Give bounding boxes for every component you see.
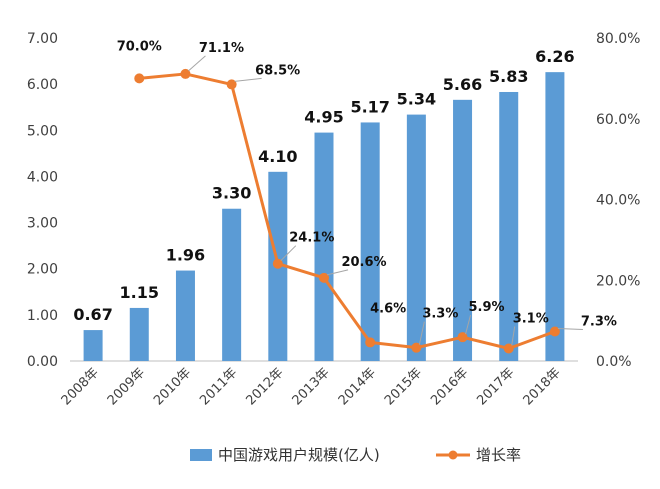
bar-value-label: 1.96 [166,246,205,265]
legend-line-label: 增长率 [476,446,521,464]
bar [175,270,195,361]
x-tick-label: 2011年 [197,365,240,408]
bar-value-label: 4.10 [258,147,297,166]
bar [406,114,426,362]
bar-value-label: 6.26 [535,47,574,66]
bar-value-label: 0.67 [73,305,112,324]
growth-rate-point [134,73,145,84]
y-left-tick-label: 5.00 [27,123,58,139]
rate-value-label: 24.1% [289,231,334,246]
legend-line-marker [448,450,458,460]
x-tick-label: 2014年 [336,365,379,408]
bar [499,91,519,361]
bar-value-label: 3.30 [212,184,251,203]
bar-value-label: 5.66 [443,75,482,94]
x-tick-label: 2013年 [290,365,333,408]
rate-value-label: 5.9% [469,300,505,315]
x-tick-label: 2015年 [382,365,425,408]
growth-rate-point [365,337,376,348]
bar [222,208,242,361]
bar-value-label: 4.95 [304,108,343,127]
rate-label-leader [465,315,472,335]
y-right-tick-label: 60.0% [596,112,640,128]
bar-value-label: 5.83 [489,67,528,86]
legend: 中国游戏用户规模(亿人) 增长率 [190,446,521,464]
rate-label-leader [326,269,349,276]
x-tick-label: 2018年 [521,365,564,408]
growth-rate-point [272,258,283,269]
y-left-tick-label: 4.00 [27,169,58,185]
bar [453,99,473,362]
x-tick-label: 2009年 [105,365,148,408]
rate-label-leader [234,77,262,82]
x-tick-label: 2016年 [428,365,471,408]
bar [129,307,149,361]
rate-value-label: 3.3% [422,307,458,322]
growth-rate-point [180,68,191,79]
bar [314,132,334,361]
y-left-tick-label: 1.00 [27,308,58,324]
growth-rate-line [139,72,556,350]
rate-label-leader [188,55,206,72]
rate-value-label: 68.5% [255,63,300,78]
y-left-tick-label: 6.00 [27,77,58,93]
x-tick-label: 2017年 [474,365,517,408]
rate-value-label: 3.1% [513,311,549,326]
bar-value-label: 1.15 [120,283,159,302]
growth-rate-point [549,326,560,337]
x-tick-label: 2008年 [59,365,102,408]
bar-value-label: 5.34 [397,90,436,109]
growth-rate-point [319,272,329,283]
bar [360,122,380,361]
bar [83,330,103,361]
y-left-tick-label: 2.00 [27,262,58,278]
rate-label-leader [511,326,516,346]
x-tick-label: 2010年 [151,365,194,408]
y-right-tick-label: 0.0% [596,354,632,370]
y-right-tick-label: 20.0% [596,273,640,289]
rate-value-label: 71.1% [199,41,244,56]
growth-rate-point [411,342,422,353]
rate-value-label: 4.6% [370,301,406,316]
line-series [134,68,560,354]
y-left-tick-label: 3.00 [27,216,58,232]
rate-value-label: 7.3% [581,315,617,330]
rate-value-label: 70.0% [117,39,162,54]
rate-label-leader [280,245,297,262]
growth-rate-point [457,332,468,343]
x-tick-label: 2012年 [243,365,286,408]
y-right-tick-label: 80.0% [596,31,640,47]
bar-value-label: 5.17 [350,97,389,116]
bar-series [83,72,565,362]
rate-value-label: 20.6% [341,255,386,270]
growth-rate-point [226,79,237,90]
y-left-tick-label: 7.00 [27,31,58,47]
legend-bar-label: 中国游戏用户规模(亿人) [218,446,380,464]
legend-bar-swatch [190,449,212,461]
bar [545,72,565,361]
data-labels: 0.67 1.15 1.96 3.30 4.10 4.95 5.17 5.34 5.66 5.83… [73,39,617,346]
growth-rate-point [503,343,514,354]
y-right-tick-label: 40.0% [596,193,640,209]
y-left-tick-label: 0.00 [27,354,58,370]
rate-label-leader [418,321,425,345]
rate-label-leader [557,328,583,331]
